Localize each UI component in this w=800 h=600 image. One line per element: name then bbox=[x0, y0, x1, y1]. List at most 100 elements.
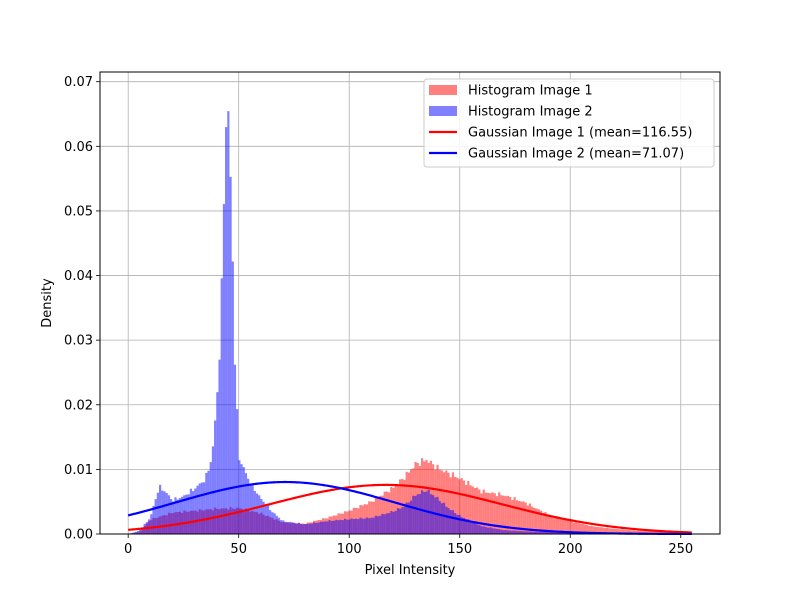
histogram-bar bbox=[458, 514, 461, 534]
histogram-bar bbox=[616, 529, 620, 534]
y-axis-ticks: 0.00 0.01 0.02 0.03 0.04 0.05 0.06 0.07 bbox=[64, 75, 100, 543]
histogram-bar bbox=[621, 529, 624, 534]
gaussian-curves bbox=[127, 480, 692, 536]
histogram-bar bbox=[271, 512, 274, 534]
histogram-bar bbox=[586, 524, 589, 534]
histogram-bar bbox=[517, 500, 521, 534]
histogram-bar bbox=[557, 532, 560, 534]
histogram-bar bbox=[583, 524, 587, 534]
histogram-bar bbox=[139, 529, 142, 534]
histogram-bar bbox=[526, 531, 529, 534]
y-tick-label: 0.03 bbox=[64, 334, 93, 349]
histogram-bar bbox=[282, 520, 285, 534]
histogram-bar bbox=[178, 498, 182, 534]
histogram-bar bbox=[506, 530, 510, 534]
histogram-bar bbox=[255, 493, 259, 534]
histogram-bar bbox=[588, 525, 591, 534]
histogram-bar bbox=[480, 493, 483, 534]
x-tick-label: 100 bbox=[337, 542, 362, 557]
histogram-bar bbox=[198, 483, 201, 534]
histogram-bar bbox=[203, 482, 206, 534]
histogram-bar bbox=[559, 532, 562, 534]
histogram-bar bbox=[421, 490, 424, 534]
histogram-bar bbox=[238, 460, 241, 534]
histogram-bar bbox=[258, 495, 261, 534]
histogram-bar bbox=[359, 517, 362, 534]
histogram-bar bbox=[286, 522, 289, 534]
histogram-bar bbox=[392, 487, 395, 534]
histogram-bar bbox=[590, 525, 593, 534]
histogram-bar bbox=[524, 502, 527, 534]
x-tick-label: 150 bbox=[447, 542, 472, 557]
histogram-bar bbox=[205, 472, 208, 534]
histogram-bar bbox=[310, 523, 314, 534]
histogram-bar bbox=[443, 502, 446, 534]
histogram-bar bbox=[392, 511, 395, 534]
histogram-bar bbox=[645, 531, 648, 534]
histogram-bar bbox=[379, 495, 382, 534]
histogram-bar bbox=[401, 507, 404, 534]
histogram-bar bbox=[200, 482, 204, 534]
histogram-bar bbox=[330, 521, 333, 534]
histogram-bar bbox=[434, 497, 437, 534]
histogram-bar bbox=[511, 500, 514, 534]
histogram-bar bbox=[636, 530, 639, 534]
histogram-bar bbox=[564, 519, 567, 534]
y-tick-label: 0.01 bbox=[64, 463, 93, 478]
histogram-bar bbox=[489, 493, 492, 534]
histogram-bar bbox=[482, 526, 485, 534]
histogram-bar bbox=[423, 491, 426, 534]
histogram-bar bbox=[526, 505, 529, 534]
histogram-bar bbox=[533, 531, 536, 534]
histogram-bar bbox=[480, 526, 483, 534]
histogram-bar bbox=[352, 519, 355, 534]
histogram-bar bbox=[176, 499, 179, 534]
histogram-bar bbox=[599, 527, 602, 534]
histogram-bar bbox=[535, 508, 538, 534]
histogram-bar bbox=[465, 519, 468, 534]
histogram-bar bbox=[361, 518, 364, 534]
gaussian-line-image-1 bbox=[128, 483, 692, 534]
histogram-bar bbox=[614, 528, 617, 534]
histogram-bar bbox=[544, 512, 547, 534]
histogram-bar bbox=[398, 508, 402, 534]
histogram-bar bbox=[546, 532, 549, 534]
histogram-bar bbox=[467, 519, 470, 534]
histogram-bar bbox=[354, 518, 358, 534]
histogram-bar bbox=[368, 518, 371, 534]
histogram-bar bbox=[561, 532, 565, 534]
histogram-bar bbox=[365, 517, 369, 534]
histogram-bar bbox=[403, 506, 406, 534]
histogram-bar bbox=[568, 520, 571, 534]
histogram-bar bbox=[370, 501, 373, 534]
histogram-bar bbox=[570, 521, 573, 534]
histogram-bar bbox=[445, 470, 448, 534]
histogram-bar bbox=[451, 472, 455, 534]
histogram-bar bbox=[134, 531, 137, 534]
histogram-bar bbox=[185, 494, 188, 534]
histogram-bar bbox=[156, 492, 160, 534]
histogram-bar bbox=[280, 520, 283, 534]
histogram-bar bbox=[460, 478, 463, 534]
histogram-bar bbox=[553, 532, 556, 534]
histogram-bar bbox=[321, 521, 325, 534]
histogram-bar bbox=[418, 494, 422, 534]
histogram-bar bbox=[240, 464, 243, 534]
histogram-bar bbox=[343, 518, 347, 534]
histogram-bar bbox=[308, 523, 311, 534]
histogram-bar bbox=[487, 527, 490, 534]
x-tick-label: 200 bbox=[558, 542, 583, 557]
histogram-bar bbox=[500, 495, 503, 534]
histogram-bar bbox=[627, 530, 631, 534]
histogram-bar bbox=[163, 491, 166, 534]
histogram-bar bbox=[520, 501, 523, 534]
histogram-bar bbox=[632, 530, 635, 534]
histogram-bar bbox=[456, 477, 459, 534]
histogram-bar bbox=[295, 523, 298, 534]
histogram-bar bbox=[172, 501, 175, 534]
histogram-bar bbox=[262, 501, 265, 534]
histogram-bar bbox=[236, 409, 239, 534]
histogram-bar bbox=[306, 523, 309, 534]
histogram-bar bbox=[658, 531, 661, 534]
histogram-bar bbox=[394, 485, 397, 534]
